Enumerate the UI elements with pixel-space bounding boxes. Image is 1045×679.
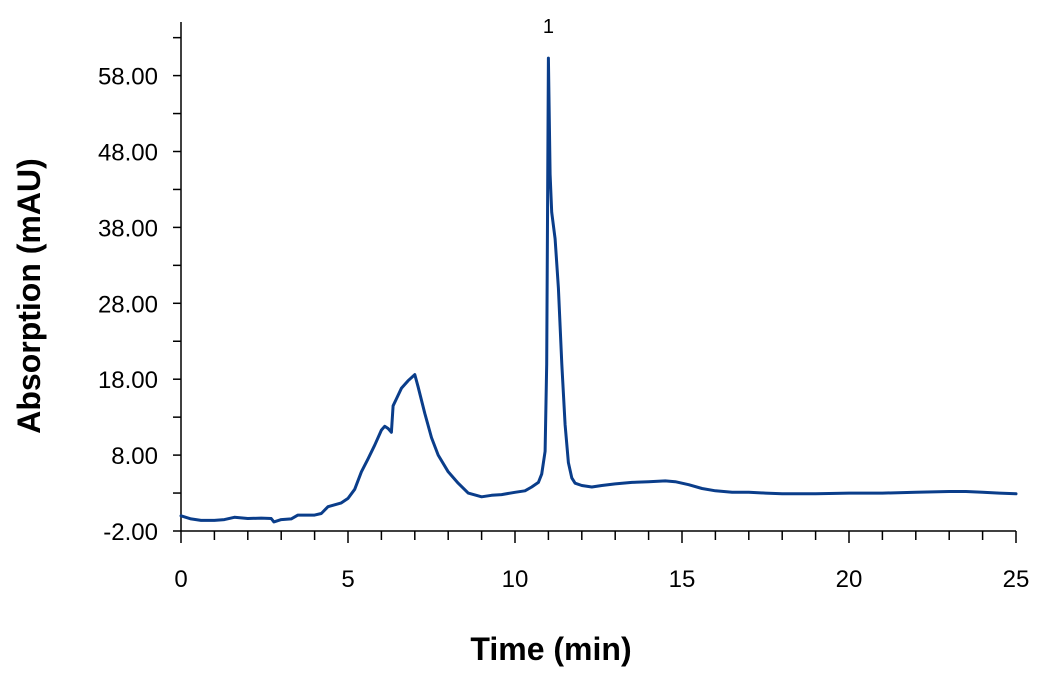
y-tick-label: -2.00 [103,519,158,546]
x-tick-label: 15 [669,566,696,593]
x-axis: 0 5 10 15 20 25 [174,530,1029,593]
x-tick-label: 25 [1003,566,1030,593]
x-tick-label: 20 [836,566,863,593]
x-axis-title: Time (min) [470,631,631,667]
peak-annotations: 1 [543,16,554,38]
y-axis-title: Absorption (mAU) [11,158,47,434]
peak-label: 1 [543,16,554,38]
y-tick-label: 28.00 [98,291,158,318]
x-axis-ticks [180,531,1017,543]
x-tick-label: 0 [174,566,187,593]
y-tick-label: 48.00 [98,140,158,167]
y-tick-label: 38.00 [98,215,158,242]
x-axis-tick-labels: 0 5 10 15 20 25 [174,566,1029,593]
y-axis-ticks [173,36,181,532]
y-tick-label: 58.00 [98,64,158,91]
y-tick-label: 18.00 [98,367,158,394]
y-tick-label: 8.00 [111,443,158,470]
absorption-trace-line [179,56,1018,524]
y-axis: -2.00 8.00 18.00 28.00 38.00 48.00 58.00 [98,22,182,546]
y-axis-tick-labels: -2.00 8.00 18.00 28.00 38.00 48.00 58.00 [98,64,158,546]
x-tick-label: 5 [341,566,354,593]
x-tick-label: 10 [502,566,529,593]
